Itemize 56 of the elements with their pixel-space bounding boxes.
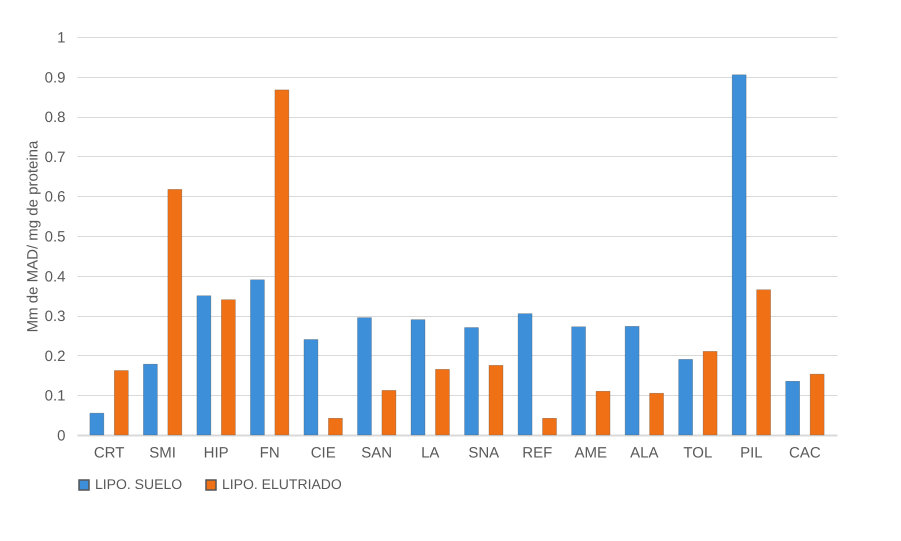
bar <box>810 374 824 436</box>
bar <box>518 313 532 436</box>
bar <box>732 74 746 436</box>
bar <box>435 369 450 436</box>
bar <box>143 364 158 436</box>
x-tick-label: REF <box>522 444 552 462</box>
bar <box>357 317 372 436</box>
y-tick-label: 0.4 <box>44 268 66 286</box>
bar <box>304 339 318 436</box>
x-tick-label: PIL <box>740 444 763 462</box>
bar <box>196 296 212 436</box>
x-tick-label: SNA <box>468 444 500 462</box>
bar <box>542 418 557 436</box>
bar <box>410 319 426 436</box>
y-tick-label: 0.1 <box>44 388 66 405</box>
bar <box>464 327 479 436</box>
bar <box>596 391 610 436</box>
x-tick-label: ALA <box>630 444 659 462</box>
y-tick-label: 0.6 <box>44 188 66 206</box>
y-tick-label: 0.5 <box>44 228 66 246</box>
x-tick-label: CIE <box>310 444 336 462</box>
bar <box>786 381 800 436</box>
bar <box>624 326 640 436</box>
x-tick-label: CRT <box>94 444 124 462</box>
x-tick-label: CAC <box>789 444 821 462</box>
bar <box>221 300 236 436</box>
y-tick-label: 0.2 <box>44 348 66 365</box>
x-tick-label: FN <box>260 444 280 462</box>
x-tick-label: SAN <box>361 444 392 462</box>
bar <box>274 90 290 436</box>
bar <box>678 359 693 436</box>
y-tick-label: 0.7 <box>44 148 66 166</box>
y-tick-label: 0.9 <box>44 69 66 86</box>
y-tick-label: 0 <box>57 428 66 444</box>
x-tick-label: HIP <box>204 444 229 462</box>
bar <box>168 189 182 436</box>
bar <box>649 393 664 436</box>
bar <box>756 290 771 436</box>
y-tick-label: 0.3 <box>44 308 66 326</box>
legend-label: LIPO. ELUTRIADO <box>222 476 342 492</box>
bar <box>114 370 128 436</box>
bar <box>382 390 396 436</box>
bar <box>571 326 586 436</box>
bar <box>488 365 504 436</box>
bar <box>90 412 104 436</box>
y-tick-label: 1 <box>57 30 66 46</box>
x-tick-label: TOL <box>683 444 712 462</box>
x-tick-label: LA <box>421 444 440 462</box>
bar <box>250 280 265 436</box>
bar <box>328 418 343 436</box>
bar <box>702 351 718 436</box>
x-tick-label: AME <box>574 444 608 462</box>
x-tick-label: SMI <box>149 444 176 462</box>
y-tick-label: 0.8 <box>44 109 66 126</box>
y-axis-title: Mm de MAD/ mg de proteina <box>24 140 42 332</box>
legend-label: LIPO. SUELO <box>95 476 182 492</box>
